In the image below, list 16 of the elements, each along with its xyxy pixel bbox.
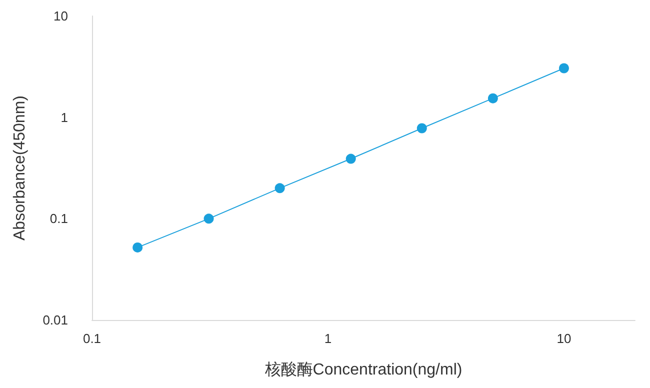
x-tick-label: 1 xyxy=(324,331,332,346)
point xyxy=(558,63,569,74)
x-axis-title: 核酸酶Concentration(ng/ml) xyxy=(264,360,462,378)
x-tick-label: 10 xyxy=(556,331,572,346)
point xyxy=(132,242,143,252)
point xyxy=(204,214,214,224)
point xyxy=(346,154,356,164)
y-axis-title: Absorbance(450nm) xyxy=(12,96,28,240)
y-tick-label: 10 xyxy=(54,8,68,24)
point xyxy=(416,123,427,134)
point xyxy=(274,183,285,194)
y-tick-label: 1 xyxy=(60,110,68,125)
x-tick-label: 0.1 xyxy=(82,331,102,346)
y-tick-label: 0.01 xyxy=(42,312,68,328)
y-tick-label: 0.1 xyxy=(50,211,68,226)
point xyxy=(488,93,498,104)
